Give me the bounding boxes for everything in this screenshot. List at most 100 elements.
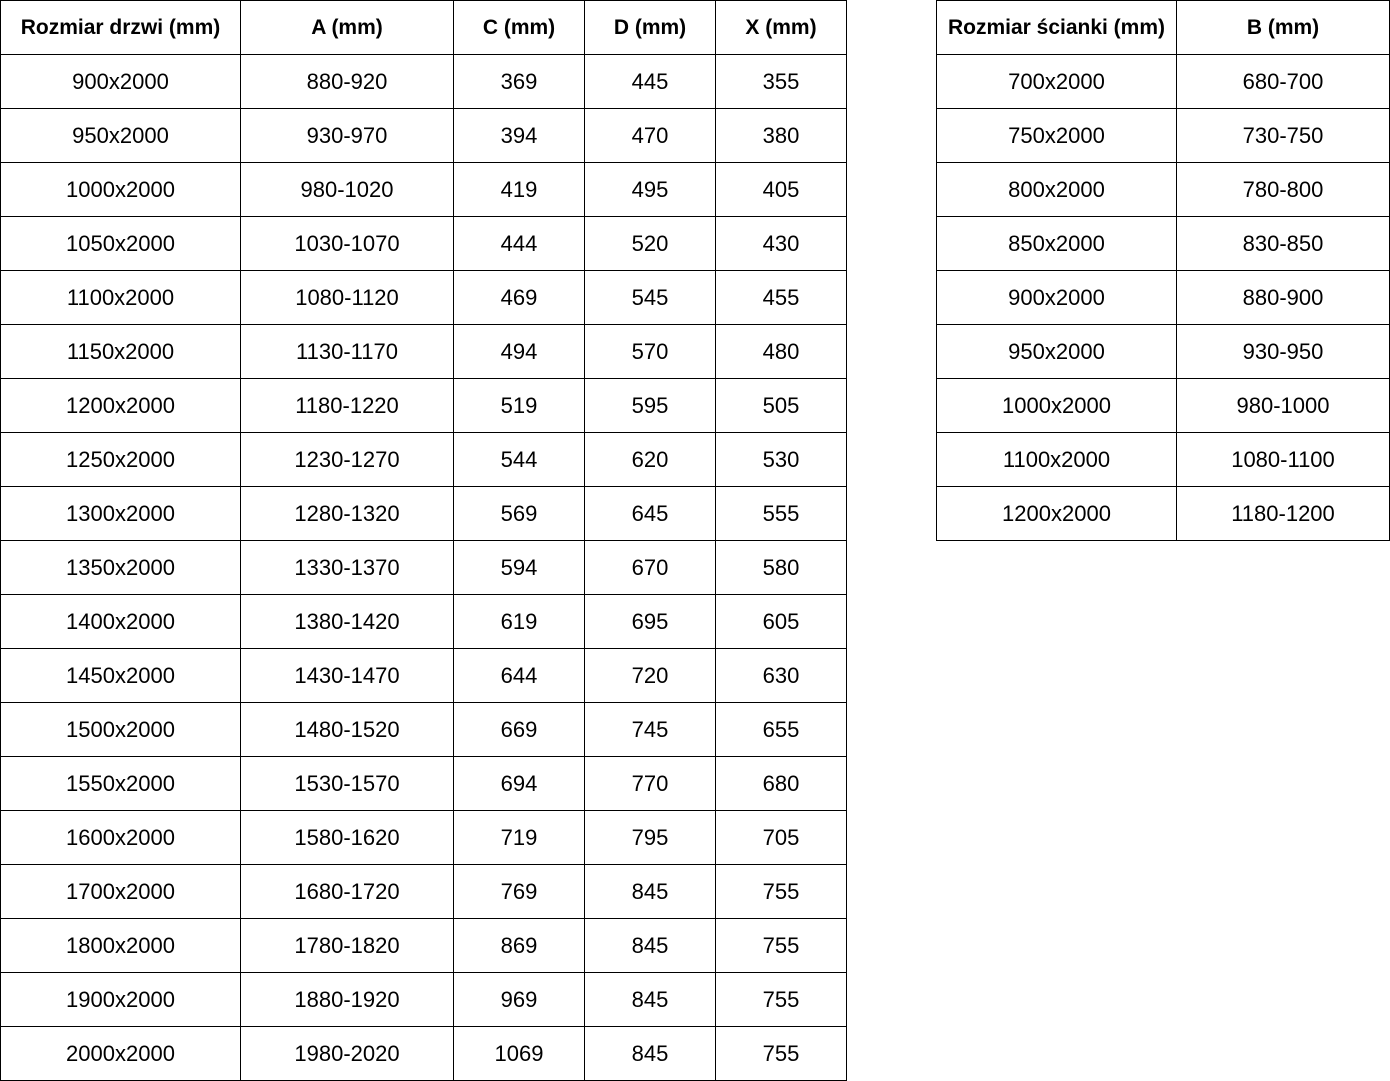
table-row: 1000x2000 980-1020 419 495 405 bbox=[0, 162, 847, 217]
table-cell: 1080-1120 bbox=[240, 270, 454, 325]
table-cell: 369 bbox=[453, 54, 585, 109]
table-cell: 1980-2020 bbox=[240, 1026, 454, 1081]
table-cell: 1900x2000 bbox=[0, 972, 241, 1027]
table-cell: 519 bbox=[453, 378, 585, 433]
door-size-table: Rozmiar drzwi (mm) A (mm) C (mm) D (mm) X (m… bbox=[0, 0, 847, 1081]
table-cell: 720 bbox=[584, 648, 716, 703]
table-cell: 1450x2000 bbox=[0, 648, 241, 703]
table-cell: 505 bbox=[715, 378, 847, 433]
wall-size-table: Rozmiar ścianki (mm) B (mm) 700x2000 680-7… bbox=[936, 0, 1390, 541]
table-cell: 470 bbox=[584, 108, 716, 163]
table-cell: 700x2000 bbox=[936, 54, 1177, 109]
table-cell: 1550x2000 bbox=[0, 756, 241, 811]
column-header: A (mm) bbox=[240, 0, 454, 55]
table-cell: 1800x2000 bbox=[0, 918, 241, 973]
table-cell: 645 bbox=[584, 486, 716, 541]
table-row: 1200x2000 1180-1200 bbox=[936, 486, 1390, 541]
table-cell: 880-920 bbox=[240, 54, 454, 109]
table-cell: 695 bbox=[584, 594, 716, 649]
table-cell: 1100x2000 bbox=[0, 270, 241, 325]
table-cell: 800x2000 bbox=[936, 162, 1177, 217]
table-row: 850x2000 830-850 bbox=[936, 216, 1390, 271]
table-cell: 355 bbox=[715, 54, 847, 109]
table-cell: 495 bbox=[584, 162, 716, 217]
table-cell: 755 bbox=[715, 918, 847, 973]
table-cell: 1069 bbox=[453, 1026, 585, 1081]
table-cell: 1230-1270 bbox=[240, 432, 454, 487]
table-cell: 669 bbox=[453, 702, 585, 757]
table-cell: 630 bbox=[715, 648, 847, 703]
table-row: 1250x2000 1230-1270 544 620 530 bbox=[0, 432, 847, 487]
table-cell: 950x2000 bbox=[0, 108, 241, 163]
table-cell: 594 bbox=[453, 540, 585, 595]
table-cell: 1580-1620 bbox=[240, 810, 454, 865]
table-cell: 969 bbox=[453, 972, 585, 1027]
table-row: 1000x2000 980-1000 bbox=[936, 378, 1390, 433]
table-cell: 770 bbox=[584, 756, 716, 811]
table-cell: 869 bbox=[453, 918, 585, 973]
table-row: 1450x2000 1430-1470 644 720 630 bbox=[0, 648, 847, 703]
table-cell: 1380-1420 bbox=[240, 594, 454, 649]
table-row: 1600x2000 1580-1620 719 795 705 bbox=[0, 810, 847, 865]
table-cell: 755 bbox=[715, 864, 847, 919]
table-cell: 1280-1320 bbox=[240, 486, 454, 541]
wall-table-header: Rozmiar ścianki (mm) B (mm) bbox=[936, 0, 1390, 55]
table-cell: 950x2000 bbox=[936, 324, 1177, 379]
table-cell: 545 bbox=[584, 270, 716, 325]
table-cell: 769 bbox=[453, 864, 585, 919]
header-row: Rozmiar drzwi (mm) A (mm) C (mm) D (mm) X (m… bbox=[0, 0, 847, 55]
table-cell: 1200x2000 bbox=[936, 486, 1177, 541]
table-cell: 595 bbox=[584, 378, 716, 433]
table-cell: 1600x2000 bbox=[0, 810, 241, 865]
table-cell: 1680-1720 bbox=[240, 864, 454, 919]
table-cell: 394 bbox=[453, 108, 585, 163]
table-cell: 850x2000 bbox=[936, 216, 1177, 271]
table-cell: 845 bbox=[584, 918, 716, 973]
table-cell: 455 bbox=[715, 270, 847, 325]
table-cell: 1330-1370 bbox=[240, 540, 454, 595]
table-cell: 845 bbox=[584, 864, 716, 919]
table-cell: 930-970 bbox=[240, 108, 454, 163]
table-row: 750x2000 730-750 bbox=[936, 108, 1390, 163]
table-cell: 1400x2000 bbox=[0, 594, 241, 649]
table-cell: 480 bbox=[715, 324, 847, 379]
table-row: 800x2000 780-800 bbox=[936, 162, 1390, 217]
table-cell: 1000x2000 bbox=[0, 162, 241, 217]
table-cell: 1300x2000 bbox=[0, 486, 241, 541]
table-cell: 605 bbox=[715, 594, 847, 649]
table-cell: 1530-1570 bbox=[240, 756, 454, 811]
table-cell: 1030-1070 bbox=[240, 216, 454, 271]
column-header: D (mm) bbox=[584, 0, 716, 55]
table-cell: 580 bbox=[715, 540, 847, 595]
table-cell: 719 bbox=[453, 810, 585, 865]
table-cell: 1880-1920 bbox=[240, 972, 454, 1027]
table-cell: 469 bbox=[453, 270, 585, 325]
column-header: Rozmiar drzwi (mm) bbox=[0, 0, 241, 55]
door-table-body: 900x2000 880-920 369 445 355 950x2000 930-970 3… bbox=[0, 54, 847, 1081]
table-row: 1350x2000 1330-1370 594 670 580 bbox=[0, 540, 847, 595]
table-cell: 1000x2000 bbox=[936, 378, 1177, 433]
table-cell: 1080-1100 bbox=[1176, 432, 1390, 487]
table-cell: 1130-1170 bbox=[240, 324, 454, 379]
table-cell: 745 bbox=[584, 702, 716, 757]
table-cell: 900x2000 bbox=[0, 54, 241, 109]
table-row: 1500x2000 1480-1520 669 745 655 bbox=[0, 702, 847, 757]
table-cell: 900x2000 bbox=[936, 270, 1177, 325]
table-cell: 445 bbox=[584, 54, 716, 109]
table-cell: 845 bbox=[584, 972, 716, 1027]
table-cell: 750x2000 bbox=[936, 108, 1177, 163]
table-cell: 1700x2000 bbox=[0, 864, 241, 919]
table-cell: 880-900 bbox=[1176, 270, 1390, 325]
table-row: 950x2000 930-950 bbox=[936, 324, 1390, 379]
table-cell: 1100x2000 bbox=[936, 432, 1177, 487]
table-cell: 795 bbox=[584, 810, 716, 865]
table-cell: 655 bbox=[715, 702, 847, 757]
table-cell: 644 bbox=[453, 648, 585, 703]
table-cell: 444 bbox=[453, 216, 585, 271]
table-cell: 419 bbox=[453, 162, 585, 217]
table-cell: 544 bbox=[453, 432, 585, 487]
table-cell: 405 bbox=[715, 162, 847, 217]
table-row: 1150x2000 1130-1170 494 570 480 bbox=[0, 324, 847, 379]
column-header: C (mm) bbox=[453, 0, 585, 55]
table-row: 1400x2000 1380-1420 619 695 605 bbox=[0, 594, 847, 649]
